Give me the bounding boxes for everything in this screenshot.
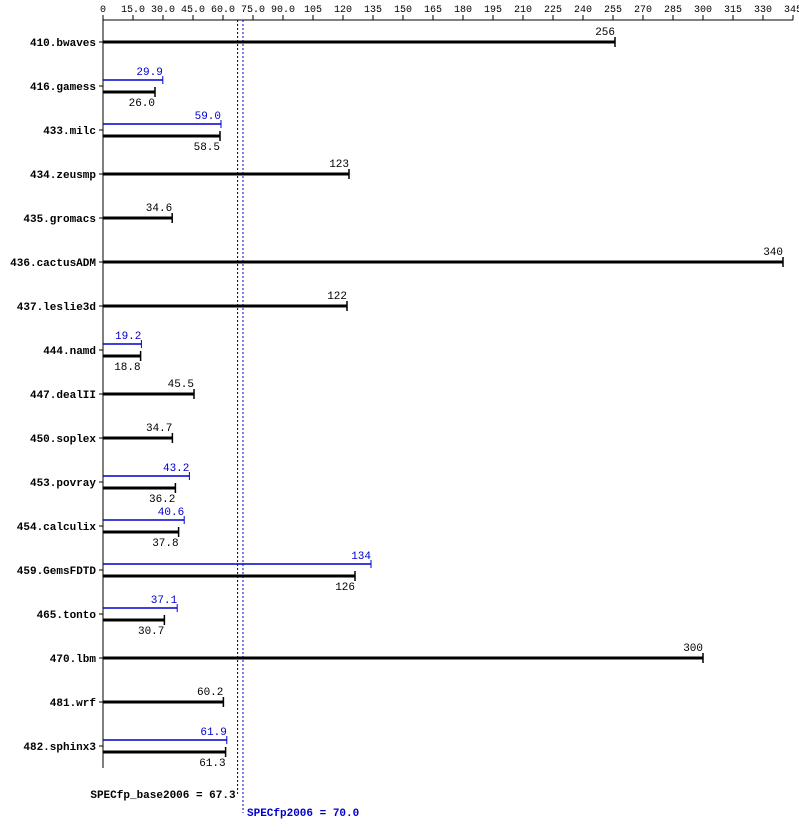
base-value: 34.7 <box>146 423 172 435</box>
axis-tick-label: 150 <box>394 5 412 16</box>
benchmark-label: 410.bwaves <box>30 38 96 50</box>
peak-value: 40.6 <box>158 507 184 519</box>
benchmark-label: 444.namd <box>43 346 96 358</box>
benchmark-label: 450.soplex <box>30 434 96 446</box>
peak-value: 37.1 <box>151 595 178 607</box>
base-value: 36.2 <box>149 494 175 506</box>
peak-value: 61.9 <box>200 727 226 739</box>
axis-tick-label: 255 <box>604 5 622 16</box>
base-value: 37.8 <box>152 538 178 550</box>
base-value: 126 <box>335 582 355 594</box>
axis-tick-label: 135 <box>364 5 382 16</box>
axis-tick-label: 195 <box>484 5 502 16</box>
axis-tick-label: 45.0 <box>181 5 205 16</box>
axis-tick-label: 15.0 <box>121 5 145 16</box>
base-value: 122 <box>327 291 347 303</box>
axis-tick-label: 165 <box>424 5 442 16</box>
base-value: 34.6 <box>146 203 172 215</box>
base-value: 45.5 <box>168 379 194 391</box>
benchmark-label: 482.sphinx3 <box>23 742 96 754</box>
base-value: 61.3 <box>199 758 225 770</box>
benchmark-label: 454.calculix <box>17 522 97 534</box>
peak-value: 29.9 <box>136 67 162 79</box>
benchmark-label: 416.gamess <box>30 82 96 94</box>
axis-tick-label: 105 <box>304 5 322 16</box>
benchmark-label: 453.povray <box>30 478 96 490</box>
peak-value: 134 <box>351 551 371 563</box>
axis-tick-label: 345 <box>784 5 799 16</box>
base-value: 58.5 <box>194 142 220 154</box>
benchmark-label: 434.zeusmp <box>30 170 96 182</box>
axis-tick-label: 225 <box>544 5 562 16</box>
benchmark-label: 433.milc <box>43 126 96 138</box>
ref-peak-label: SPECfp2006 = 70.0 <box>247 808 359 820</box>
axis-tick-label: 0 <box>100 5 106 16</box>
peak-value: 19.2 <box>115 331 141 343</box>
base-value: 26.0 <box>129 98 155 110</box>
benchmark-label: 436.cactusADM <box>10 258 96 270</box>
base-value: 256 <box>595 27 615 39</box>
axis-tick-label: 315 <box>724 5 742 16</box>
benchmark-label: 435.gromacs <box>23 214 96 226</box>
peak-value: 43.2 <box>163 463 189 475</box>
axis-tick-label: 330 <box>754 5 772 16</box>
axis-tick-label: 75.0 <box>241 5 265 16</box>
axis-tick-label: 270 <box>634 5 652 16</box>
spec-benchmark-chart: 0 15.0 30.0 45.0 60.0 75.0 90.0 105 120 135 150 165… <box>0 0 799 831</box>
axis-tick-label: 60.0 <box>211 5 235 16</box>
axis-tick-label: 30.0 <box>151 5 175 16</box>
benchmark-label: 481.wrf <box>50 698 97 710</box>
axis-tick-label: 120 <box>334 5 352 16</box>
axis-tick-label: 300 <box>694 5 712 16</box>
axis-tick-label: 90.0 <box>271 5 295 16</box>
benchmark-label: 470.lbm <box>50 654 97 666</box>
axis-tick-label: 240 <box>574 5 592 16</box>
benchmark-label: 459.GemsFDTD <box>17 566 97 578</box>
base-value: 300 <box>683 643 703 655</box>
base-value: 123 <box>329 159 349 171</box>
ref-base-label: SPECfp_base2006 = 67.3 <box>90 790 236 802</box>
base-value: 340 <box>763 247 783 259</box>
benchmark-label: 465.tonto <box>37 610 97 622</box>
base-value: 30.7 <box>138 626 164 638</box>
peak-value: 59.0 <box>195 111 221 123</box>
benchmark-label: 437.leslie3d <box>17 302 96 314</box>
base-value: 18.8 <box>114 362 140 374</box>
axis-tick-label: 285 <box>664 5 682 16</box>
axis-tick-label: 180 <box>454 5 472 16</box>
base-value: 60.2 <box>197 687 223 699</box>
axis-tick-label: 210 <box>514 5 532 16</box>
benchmark-label: 447.dealII <box>30 390 96 402</box>
